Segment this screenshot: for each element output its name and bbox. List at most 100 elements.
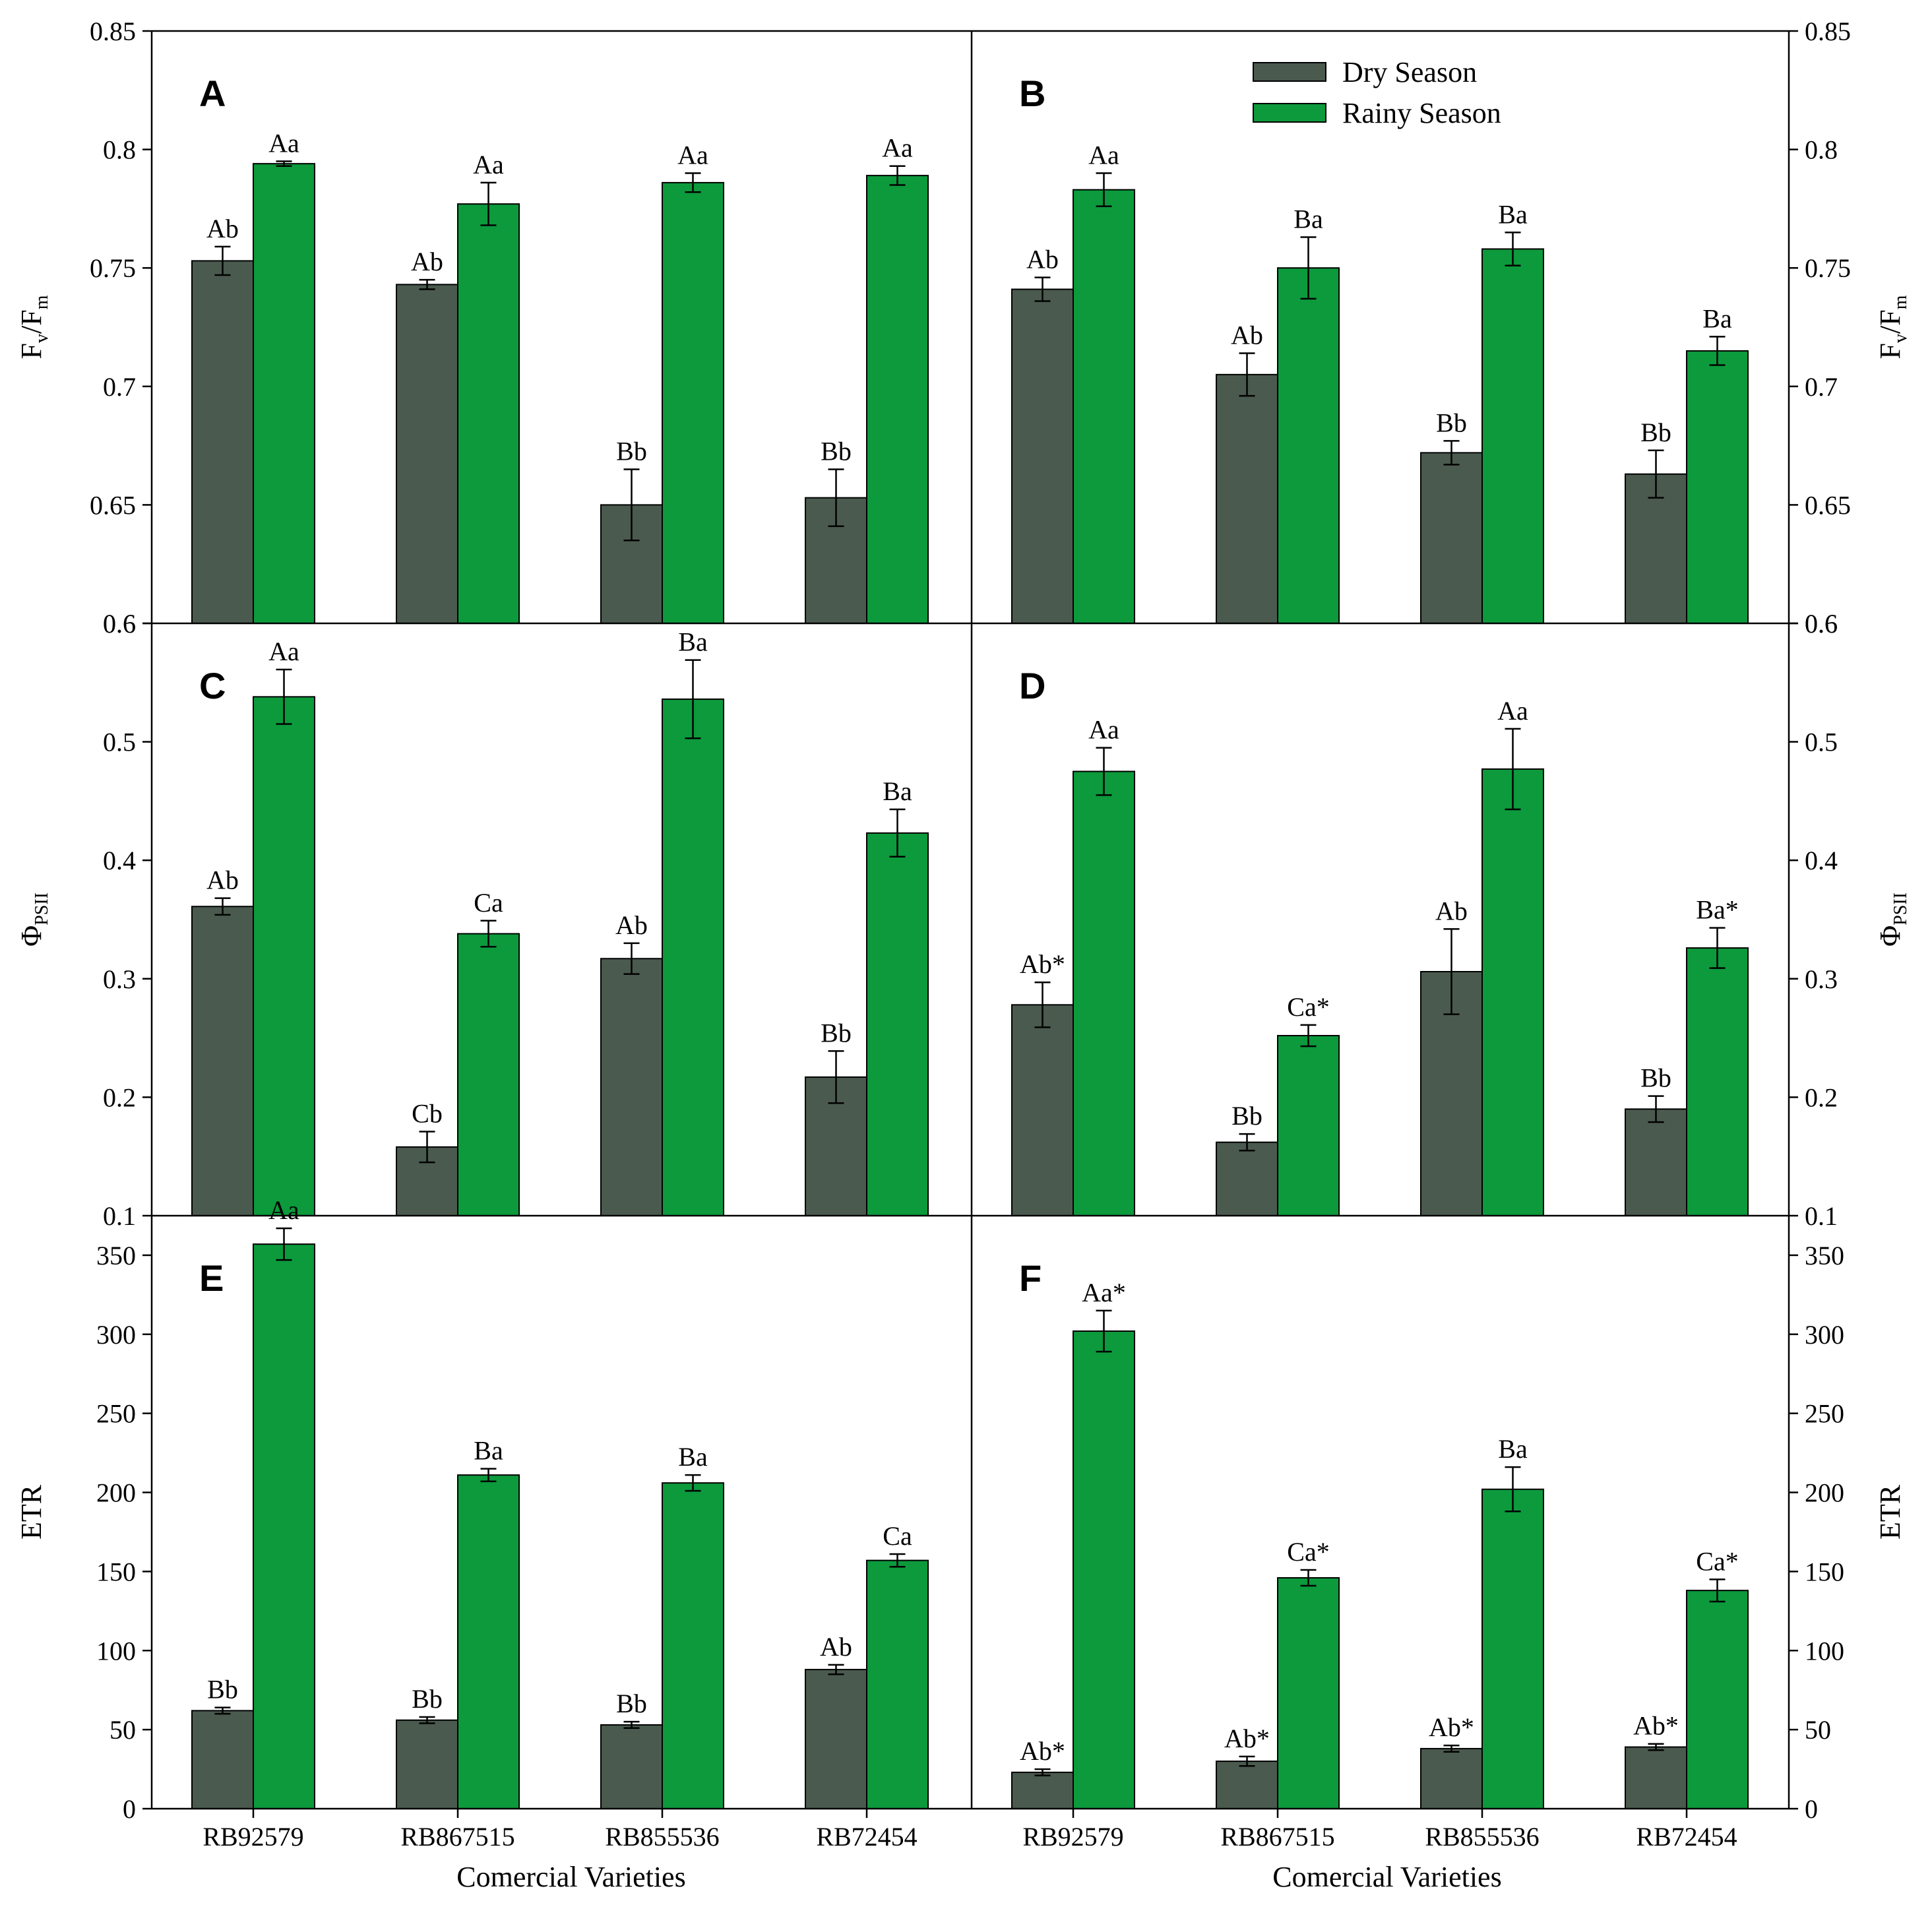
y-tick-label-e: 350 xyxy=(96,1241,136,1270)
bar-c-dry-rb92579 xyxy=(191,906,254,1217)
bar-d-rainy-rb72454 xyxy=(1686,947,1749,1216)
bar-e-rainy-rb867515 xyxy=(457,1474,520,1809)
y-tick-label-c: 0.5 xyxy=(103,728,136,757)
legend-swatch-rainy xyxy=(1253,103,1326,123)
panel-d: D 0.1 0.2 0.3 0.4 0.5 0.6 ΦPSII Ab* Aa Bb Ca* Ab Aa Bb… xyxy=(1011,609,1911,1231)
bar-annotation-b: Ba xyxy=(1498,199,1528,229)
bar-annotation-d: Aa xyxy=(1088,715,1119,745)
panel-e: E 0 50 100 150 200 250 300 350 ETR Bb Aa RB92579 Bb Ba… xyxy=(15,1195,929,1852)
x-tick-label-rb72454: RB72454 xyxy=(1636,1822,1737,1852)
bar-a-dry-rb92579 xyxy=(191,260,254,624)
y-tick-label-f: 0 xyxy=(1805,1794,1818,1824)
bar-b-rainy-rb855536 xyxy=(1481,248,1544,624)
y-tick-label-e: 250 xyxy=(96,1399,136,1429)
bar-f-rainy-rb867515 xyxy=(1277,1577,1340,1809)
bar-annotation-d: Bb xyxy=(1640,1063,1671,1093)
bar-annotation-e: Bb xyxy=(616,1689,647,1718)
bar-e-dry-rb855536 xyxy=(600,1724,663,1810)
bar-annotation-c: Cb xyxy=(412,1098,443,1128)
x-tick-label-rb72454: RB72454 xyxy=(816,1822,917,1852)
bar-annotation-b: Bb xyxy=(1436,408,1467,437)
bar-annotation-d: Ab xyxy=(1435,896,1468,925)
bar-f-dry-rb92579 xyxy=(1011,1771,1074,1809)
bar-annotation-f: Aa* xyxy=(1082,1278,1126,1307)
panel-letter-b: B xyxy=(1019,73,1045,114)
y-tick-label-c: 0.3 xyxy=(103,964,136,994)
bar-e-rainy-rb92579 xyxy=(253,1243,315,1809)
y-axis-title-a: Fv/Fm xyxy=(15,295,52,359)
bar-annotation-e: Ba xyxy=(678,1442,708,1472)
bar-e-dry-rb92579 xyxy=(191,1710,254,1809)
y-tick-label-b: 0.8 xyxy=(1805,135,1838,165)
y-tick-label-a: 0.75 xyxy=(90,253,136,283)
bar-annotation-a: Ab xyxy=(206,214,239,243)
y-tick-label-f: 200 xyxy=(1805,1478,1844,1508)
bar-f-dry-rb72454 xyxy=(1625,1746,1687,1809)
bar-annotation-e: Aa xyxy=(268,1195,299,1225)
y-tick-label-d: 0.4 xyxy=(1805,846,1838,875)
bar-annotation-b: Ab xyxy=(1231,321,1263,350)
bar-a-rainy-rb867515 xyxy=(457,203,520,624)
bar-annotation-c: Ba xyxy=(678,627,708,657)
bar-annotation-b: Ba xyxy=(1293,204,1323,234)
panel-c: C 0.1 0.2 0.3 0.4 0.5 0.6 ΦPSII Ab Aa Cb Ca Ab Ba Bb Ba xyxy=(15,609,929,1231)
panel-f: F 0 50 100 150 200 250 300 350 ETR Ab* Aa* RB92579 Ab… xyxy=(1011,1241,1906,1852)
x-tick-label-rb92579: RB92579 xyxy=(1022,1822,1123,1852)
y-tick-label-f: 250 xyxy=(1805,1399,1844,1429)
bar-annotation-f: Ab* xyxy=(1429,1712,1474,1742)
y-tick-label-c: 0.2 xyxy=(103,1082,136,1112)
y-tick-label-b: 0.65 xyxy=(1805,490,1851,520)
frame-layer xyxy=(150,30,1790,1810)
y-tick-label-e: 300 xyxy=(96,1320,136,1350)
bar-d-rainy-rb867515 xyxy=(1277,1035,1340,1217)
y-tick-label-b: 0.7 xyxy=(1805,372,1838,402)
y-tick-label-f: 100 xyxy=(1805,1636,1844,1666)
legend-label-rainy: Rainy Season xyxy=(1342,97,1501,129)
bar-annotation-c: Bb xyxy=(821,1018,852,1047)
bar-b-rainy-rb867515 xyxy=(1277,267,1340,624)
x-tick-label-rb855536: RB855536 xyxy=(1425,1822,1539,1852)
bar-d-rainy-rb855536 xyxy=(1481,768,1544,1216)
y-tick-label-e: 100 xyxy=(96,1636,136,1666)
bar-d-dry-rb72454 xyxy=(1625,1108,1687,1216)
bar-f-dry-rb867515 xyxy=(1216,1761,1278,1810)
bar-b-dry-rb92579 xyxy=(1011,288,1074,624)
bar-f-rainy-rb855536 xyxy=(1481,1488,1544,1810)
y-tick-label-d: 0.6 xyxy=(1805,609,1838,639)
y-axis-title-d: ΦPSII xyxy=(1874,892,1911,947)
y-tick-label-e: 200 xyxy=(96,1478,136,1508)
bar-c-rainy-rb72454 xyxy=(866,832,929,1216)
legend-swatch-dry xyxy=(1253,62,1326,82)
y-tick-label-e: 50 xyxy=(109,1715,136,1745)
bar-annotation-d: Bb xyxy=(1231,1101,1262,1131)
bar-annotation-d: Ca* xyxy=(1287,992,1329,1022)
panel-letter-c: C xyxy=(199,665,226,706)
y-tick-label-b: 0.6 xyxy=(1805,609,1838,639)
bar-b-rainy-rb72454 xyxy=(1686,350,1749,624)
bar-annotation-f: Ca* xyxy=(1696,1546,1738,1576)
x-tick-label-rb867515: RB867515 xyxy=(400,1822,514,1852)
bar-annotation-a: Aa xyxy=(473,150,504,179)
y-tick-label-c: 0.4 xyxy=(103,846,136,875)
y-axis-title-f: ETR xyxy=(1874,1484,1906,1540)
bar-c-rainy-rb92579 xyxy=(253,696,315,1217)
y-tick-label-d: 0.1 xyxy=(1805,1201,1838,1231)
bar-b-dry-rb855536 xyxy=(1420,452,1483,624)
bar-d-dry-rb92579 xyxy=(1011,1004,1074,1216)
bar-annotation-f: Ab* xyxy=(1020,1736,1065,1766)
bar-annotation-f: Ab* xyxy=(1633,1711,1679,1741)
panel-letter-d: D xyxy=(1019,665,1045,706)
bar-a-rainy-rb92579 xyxy=(253,163,315,625)
bar-b-dry-rb867515 xyxy=(1216,373,1278,625)
bar-annotation-c: Ba xyxy=(883,776,912,806)
bar-e-dry-rb867515 xyxy=(396,1719,458,1809)
y-tick-label-f: 150 xyxy=(1805,1557,1844,1586)
y-axis-title-e: ETR xyxy=(15,1484,47,1540)
y-tick-label-a: 0.7 xyxy=(103,372,136,402)
bar-annotation-e: Ba xyxy=(474,1436,503,1466)
bar-annotation-c: Ab xyxy=(206,865,239,895)
y-tick-label-a: 0.6 xyxy=(103,609,136,639)
bar-annotation-a: Aa xyxy=(268,129,299,158)
bar-annotation-e: Bb xyxy=(207,1675,238,1704)
